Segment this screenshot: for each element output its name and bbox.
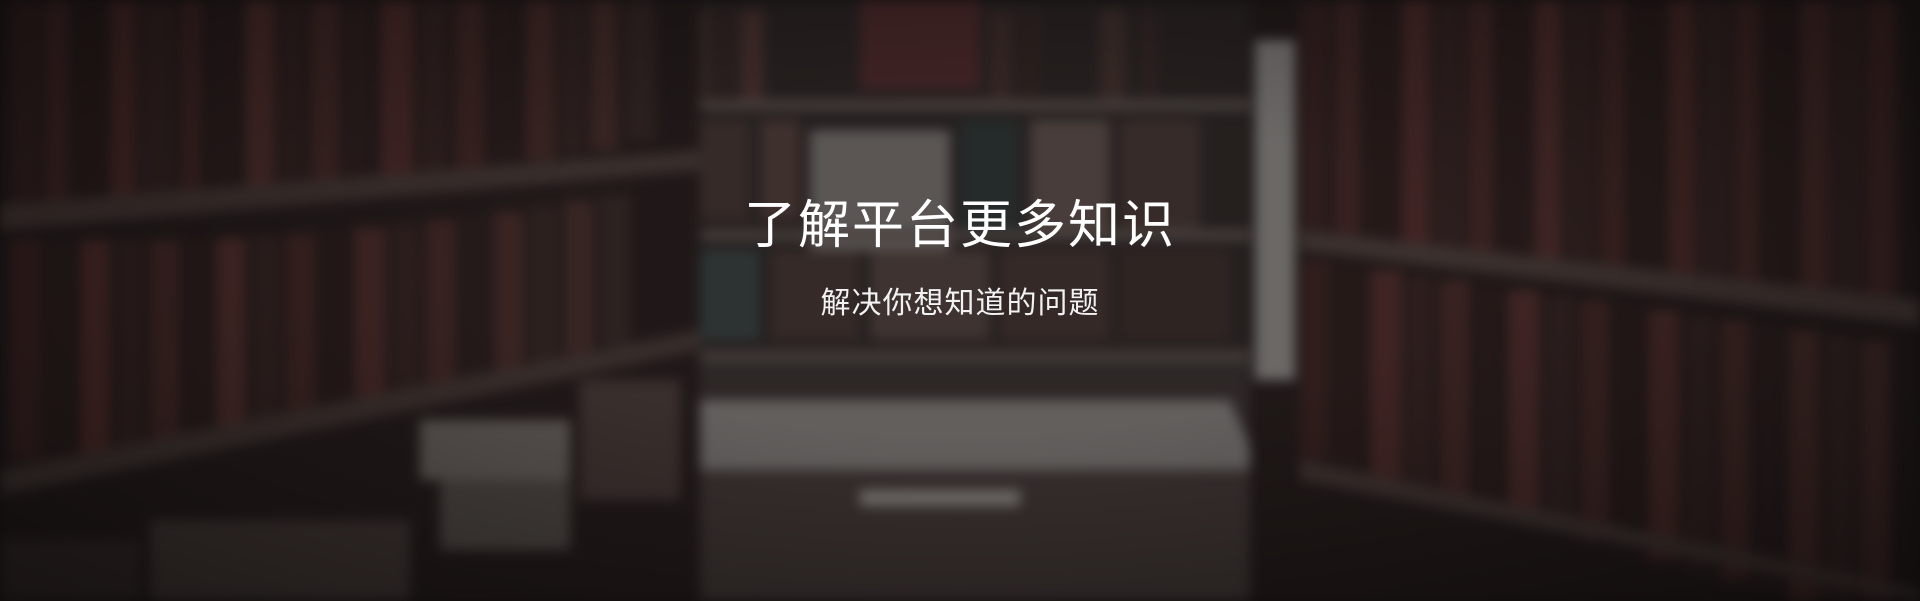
banner-subheadline: 解决你想知道的问题 — [820, 286, 1100, 321]
banner-headline: 了解平台更多知识 — [743, 196, 1176, 256]
